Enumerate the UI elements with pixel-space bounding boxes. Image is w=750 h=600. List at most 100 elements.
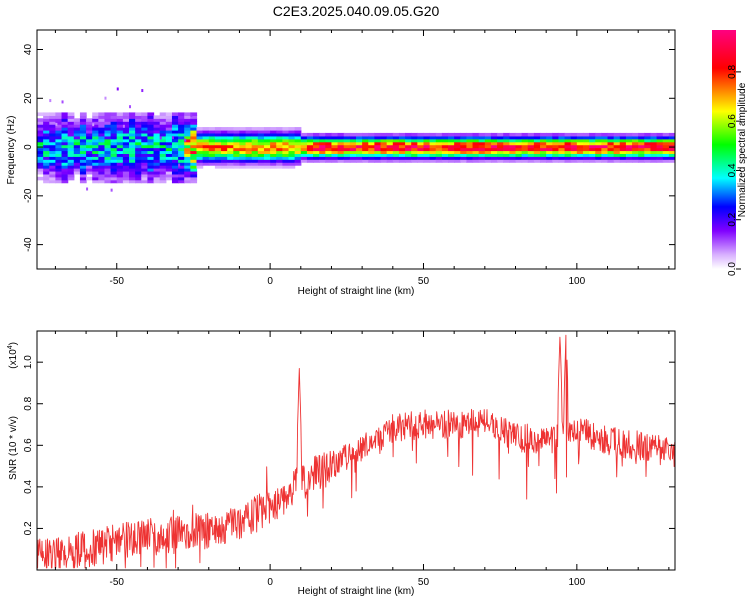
heatmap-cell xyxy=(294,153,302,157)
heatmap-cell xyxy=(429,132,437,137)
heatmap-cell xyxy=(86,132,93,137)
spectrogram-heatmap xyxy=(37,87,675,192)
heatmap-cell xyxy=(270,156,277,160)
heatmap-cell xyxy=(116,165,124,169)
heatmap-cell xyxy=(276,156,283,160)
heatmap-cell xyxy=(67,121,75,125)
heatmap-cell xyxy=(546,141,553,146)
heatmap-cell xyxy=(478,144,486,149)
heatmap-cell xyxy=(178,170,185,175)
heatmap-cell xyxy=(110,147,118,152)
heatmap-cell xyxy=(221,129,228,134)
heatmap-cell xyxy=(184,141,191,146)
heatmap-cell xyxy=(595,156,602,160)
heatmap-cell xyxy=(337,156,345,160)
heatmap-cell xyxy=(122,159,130,163)
heatmap-cell xyxy=(595,153,602,157)
heatmap-cell xyxy=(331,147,339,152)
heatmap-cell xyxy=(159,156,167,160)
heatmap-cell xyxy=(656,156,664,160)
heatmap-cell xyxy=(607,135,615,140)
heatmap-cell xyxy=(294,147,302,152)
heatmap-cell xyxy=(153,147,161,152)
heatmap-cell xyxy=(184,121,191,125)
heatmap-cell xyxy=(79,147,87,152)
heatmap-cell xyxy=(116,159,124,163)
heatmap-cell xyxy=(472,159,480,163)
heatmap-cell xyxy=(73,135,81,140)
heatmap-cell xyxy=(202,150,210,155)
y-tick-label: 40 xyxy=(23,44,34,56)
heatmap-cell xyxy=(171,118,179,122)
heatmap-cell xyxy=(533,159,541,163)
heatmap-cell xyxy=(386,150,394,155)
heatmap-cell xyxy=(190,147,198,152)
heatmap-cell xyxy=(374,150,382,155)
heatmap-cell xyxy=(233,156,241,160)
heatmap-cell xyxy=(67,124,75,128)
heatmap-cell xyxy=(668,135,675,140)
heatmap-cell xyxy=(159,173,167,178)
heatmap-cell xyxy=(43,156,50,160)
heatmap-cell xyxy=(490,156,498,160)
heatmap-cell xyxy=(86,135,93,140)
heatmap-cell xyxy=(337,150,345,155)
heatmap-cell xyxy=(533,153,541,157)
heatmap-cell xyxy=(263,159,271,163)
heatmap-cell xyxy=(282,159,290,163)
heatmap-cell xyxy=(325,156,333,160)
heatmap-cell xyxy=(368,153,376,157)
heatmap-cell xyxy=(576,150,584,155)
heatmap-cell xyxy=(313,132,320,137)
heatmap-cell xyxy=(171,162,179,166)
heatmap-cell xyxy=(116,179,124,184)
heatmap-cell xyxy=(398,150,406,155)
heatmap-cell xyxy=(196,162,204,166)
heatmap-cell xyxy=(644,147,652,152)
heatmap-cell xyxy=(411,144,418,149)
heatmap-cell xyxy=(165,144,173,149)
heatmap-cell xyxy=(546,135,553,140)
heatmap-cell xyxy=(171,179,179,184)
heatmap-cell xyxy=(184,127,191,131)
heatmap-cell xyxy=(79,144,87,149)
heatmap-cell xyxy=(251,135,259,140)
heatmap-cell xyxy=(184,162,191,166)
heatmap-cell xyxy=(251,127,259,131)
heatmap-cell xyxy=(595,138,602,143)
heatmap-cell xyxy=(79,112,87,116)
heatmap-cell xyxy=(454,153,461,157)
heatmap-cell xyxy=(227,147,234,152)
heatmap-cell xyxy=(325,141,333,146)
heatmap-cell xyxy=(92,162,99,166)
heatmap-cell xyxy=(221,135,228,140)
heatmap-cell xyxy=(92,156,99,160)
heatmap-cell xyxy=(92,179,99,184)
heatmap-cell xyxy=(214,127,222,131)
heatmap-cell xyxy=(497,153,504,157)
heatmap-cell xyxy=(104,124,112,128)
heatmap-cell xyxy=(86,168,93,172)
heatmap-cell xyxy=(374,144,382,149)
heatmap-cell xyxy=(116,124,124,128)
heatmap-cell xyxy=(165,173,173,178)
heatmap-cell xyxy=(184,124,191,128)
heatmap-cell xyxy=(319,156,326,160)
heatmap-cell xyxy=(306,138,314,143)
heatmap-cell xyxy=(570,150,578,155)
heatmap-cell xyxy=(129,168,136,172)
heatmap-cell xyxy=(349,144,357,149)
heatmap-cell xyxy=(184,156,191,160)
heatmap-cell xyxy=(153,127,161,131)
heatmap-cell xyxy=(662,159,670,163)
snr-scale-factor: (x104) xyxy=(7,342,19,369)
heatmap-cell xyxy=(515,153,523,157)
heatmap-cell xyxy=(159,147,167,152)
heatmap-cell xyxy=(552,132,560,137)
heatmap-cell xyxy=(478,156,486,160)
heatmap-cell xyxy=(233,159,241,163)
heatmap-cell xyxy=(49,124,57,128)
heatmap-cell xyxy=(147,135,155,140)
snr-x-label: Height of straight line (km) xyxy=(298,586,415,597)
heatmap-cell xyxy=(190,127,198,131)
